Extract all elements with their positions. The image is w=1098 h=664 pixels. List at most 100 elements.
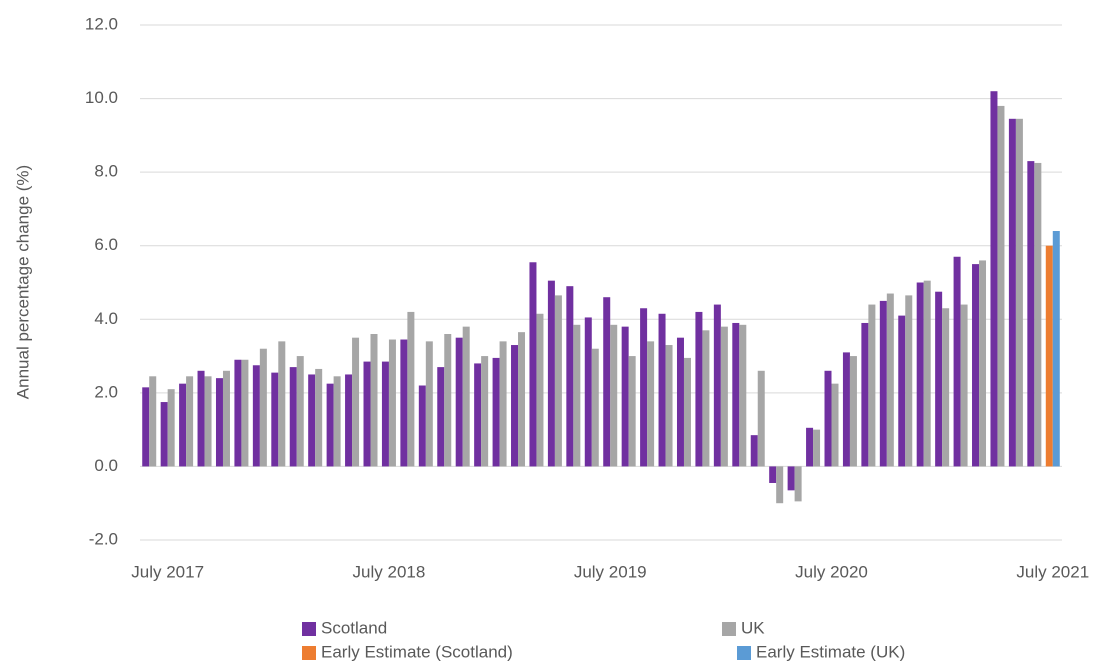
bar	[787, 466, 795, 491]
bar	[732, 322, 740, 467]
bar	[455, 337, 463, 467]
bar	[536, 313, 544, 467]
bar	[953, 256, 961, 467]
bar	[942, 308, 950, 467]
bar	[573, 324, 581, 467]
bar	[831, 383, 839, 467]
bar	[222, 370, 230, 467]
bar	[296, 356, 304, 467]
bar	[160, 402, 168, 467]
bar	[234, 359, 242, 467]
y-tick-label: 12.0	[85, 14, 118, 33]
legend-label: UK	[741, 618, 765, 637]
bar	[197, 370, 205, 467]
x-tick-label: July 2018	[353, 562, 426, 581]
bar	[271, 372, 279, 467]
bar	[204, 376, 212, 467]
bar	[167, 389, 175, 467]
legend-label: Early Estimate (UK)	[756, 642, 905, 661]
bar	[333, 376, 341, 467]
bar	[979, 260, 987, 467]
bar	[849, 356, 857, 467]
legend-swatch	[722, 622, 736, 636]
bar	[352, 337, 360, 467]
bar	[566, 286, 574, 467]
bar	[326, 383, 334, 467]
bar	[676, 337, 684, 467]
x-tick-label: July 2019	[574, 562, 647, 581]
bar	[381, 361, 389, 467]
bar	[278, 341, 286, 467]
bar	[554, 295, 562, 467]
bar	[794, 466, 802, 502]
bar	[997, 105, 1005, 467]
bar	[1027, 161, 1035, 467]
bar	[640, 308, 648, 467]
bar	[898, 315, 906, 467]
bar	[621, 326, 629, 467]
bar	[750, 435, 758, 467]
bar	[603, 297, 611, 467]
bar	[259, 348, 267, 467]
bar	[861, 322, 869, 467]
bar	[142, 387, 150, 467]
bar	[400, 339, 408, 467]
bar	[529, 262, 537, 467]
x-tick-label: July 2021	[1016, 562, 1089, 581]
y-tick-label: 6.0	[94, 235, 118, 254]
bar	[1008, 118, 1016, 467]
bar	[776, 466, 784, 504]
bar	[806, 427, 814, 467]
bar	[425, 341, 433, 467]
bar	[511, 345, 519, 467]
bar	[1045, 245, 1053, 467]
y-tick-label: 0.0	[94, 456, 118, 475]
y-tick-label: -2.0	[89, 529, 118, 548]
bar	[935, 291, 943, 467]
x-tick-label: July 2017	[131, 562, 204, 581]
bar	[647, 341, 655, 467]
bar	[492, 357, 500, 467]
bar	[824, 370, 832, 467]
bar	[665, 345, 673, 467]
bar	[186, 376, 194, 467]
y-tick-label: 10.0	[85, 88, 118, 107]
bar	[591, 348, 599, 467]
legend-swatch	[737, 646, 751, 660]
bar	[345, 374, 353, 467]
bar	[879, 300, 887, 467]
bar	[1052, 231, 1060, 467]
bar	[407, 311, 415, 467]
bar	[444, 334, 452, 467]
bar	[481, 356, 489, 467]
bar	[308, 374, 316, 467]
bar	[289, 367, 297, 467]
bar	[363, 361, 371, 467]
bar	[1034, 162, 1042, 467]
bar	[702, 330, 710, 467]
y-axis-label: Annual percentage change (%)	[13, 165, 32, 399]
y-tick-label: 8.0	[94, 162, 118, 181]
bar	[462, 326, 470, 467]
bar	[474, 363, 482, 467]
bar	[739, 324, 747, 467]
bar	[713, 304, 721, 467]
bar	[683, 357, 691, 467]
bar	[916, 282, 924, 467]
bar	[418, 385, 426, 467]
bar	[886, 293, 894, 467]
legend-label: Scotland	[321, 618, 387, 637]
bar	[584, 317, 592, 467]
bar	[252, 365, 260, 467]
bar	[972, 264, 980, 467]
bar	[757, 370, 765, 467]
bar	[658, 313, 666, 467]
bar	[923, 280, 931, 467]
y-tick-label: 2.0	[94, 382, 118, 401]
bar	[370, 334, 378, 467]
bar	[437, 367, 445, 467]
bar	[149, 376, 157, 467]
bar	[868, 304, 876, 467]
legend-label: Early Estimate (Scotland)	[321, 642, 513, 661]
